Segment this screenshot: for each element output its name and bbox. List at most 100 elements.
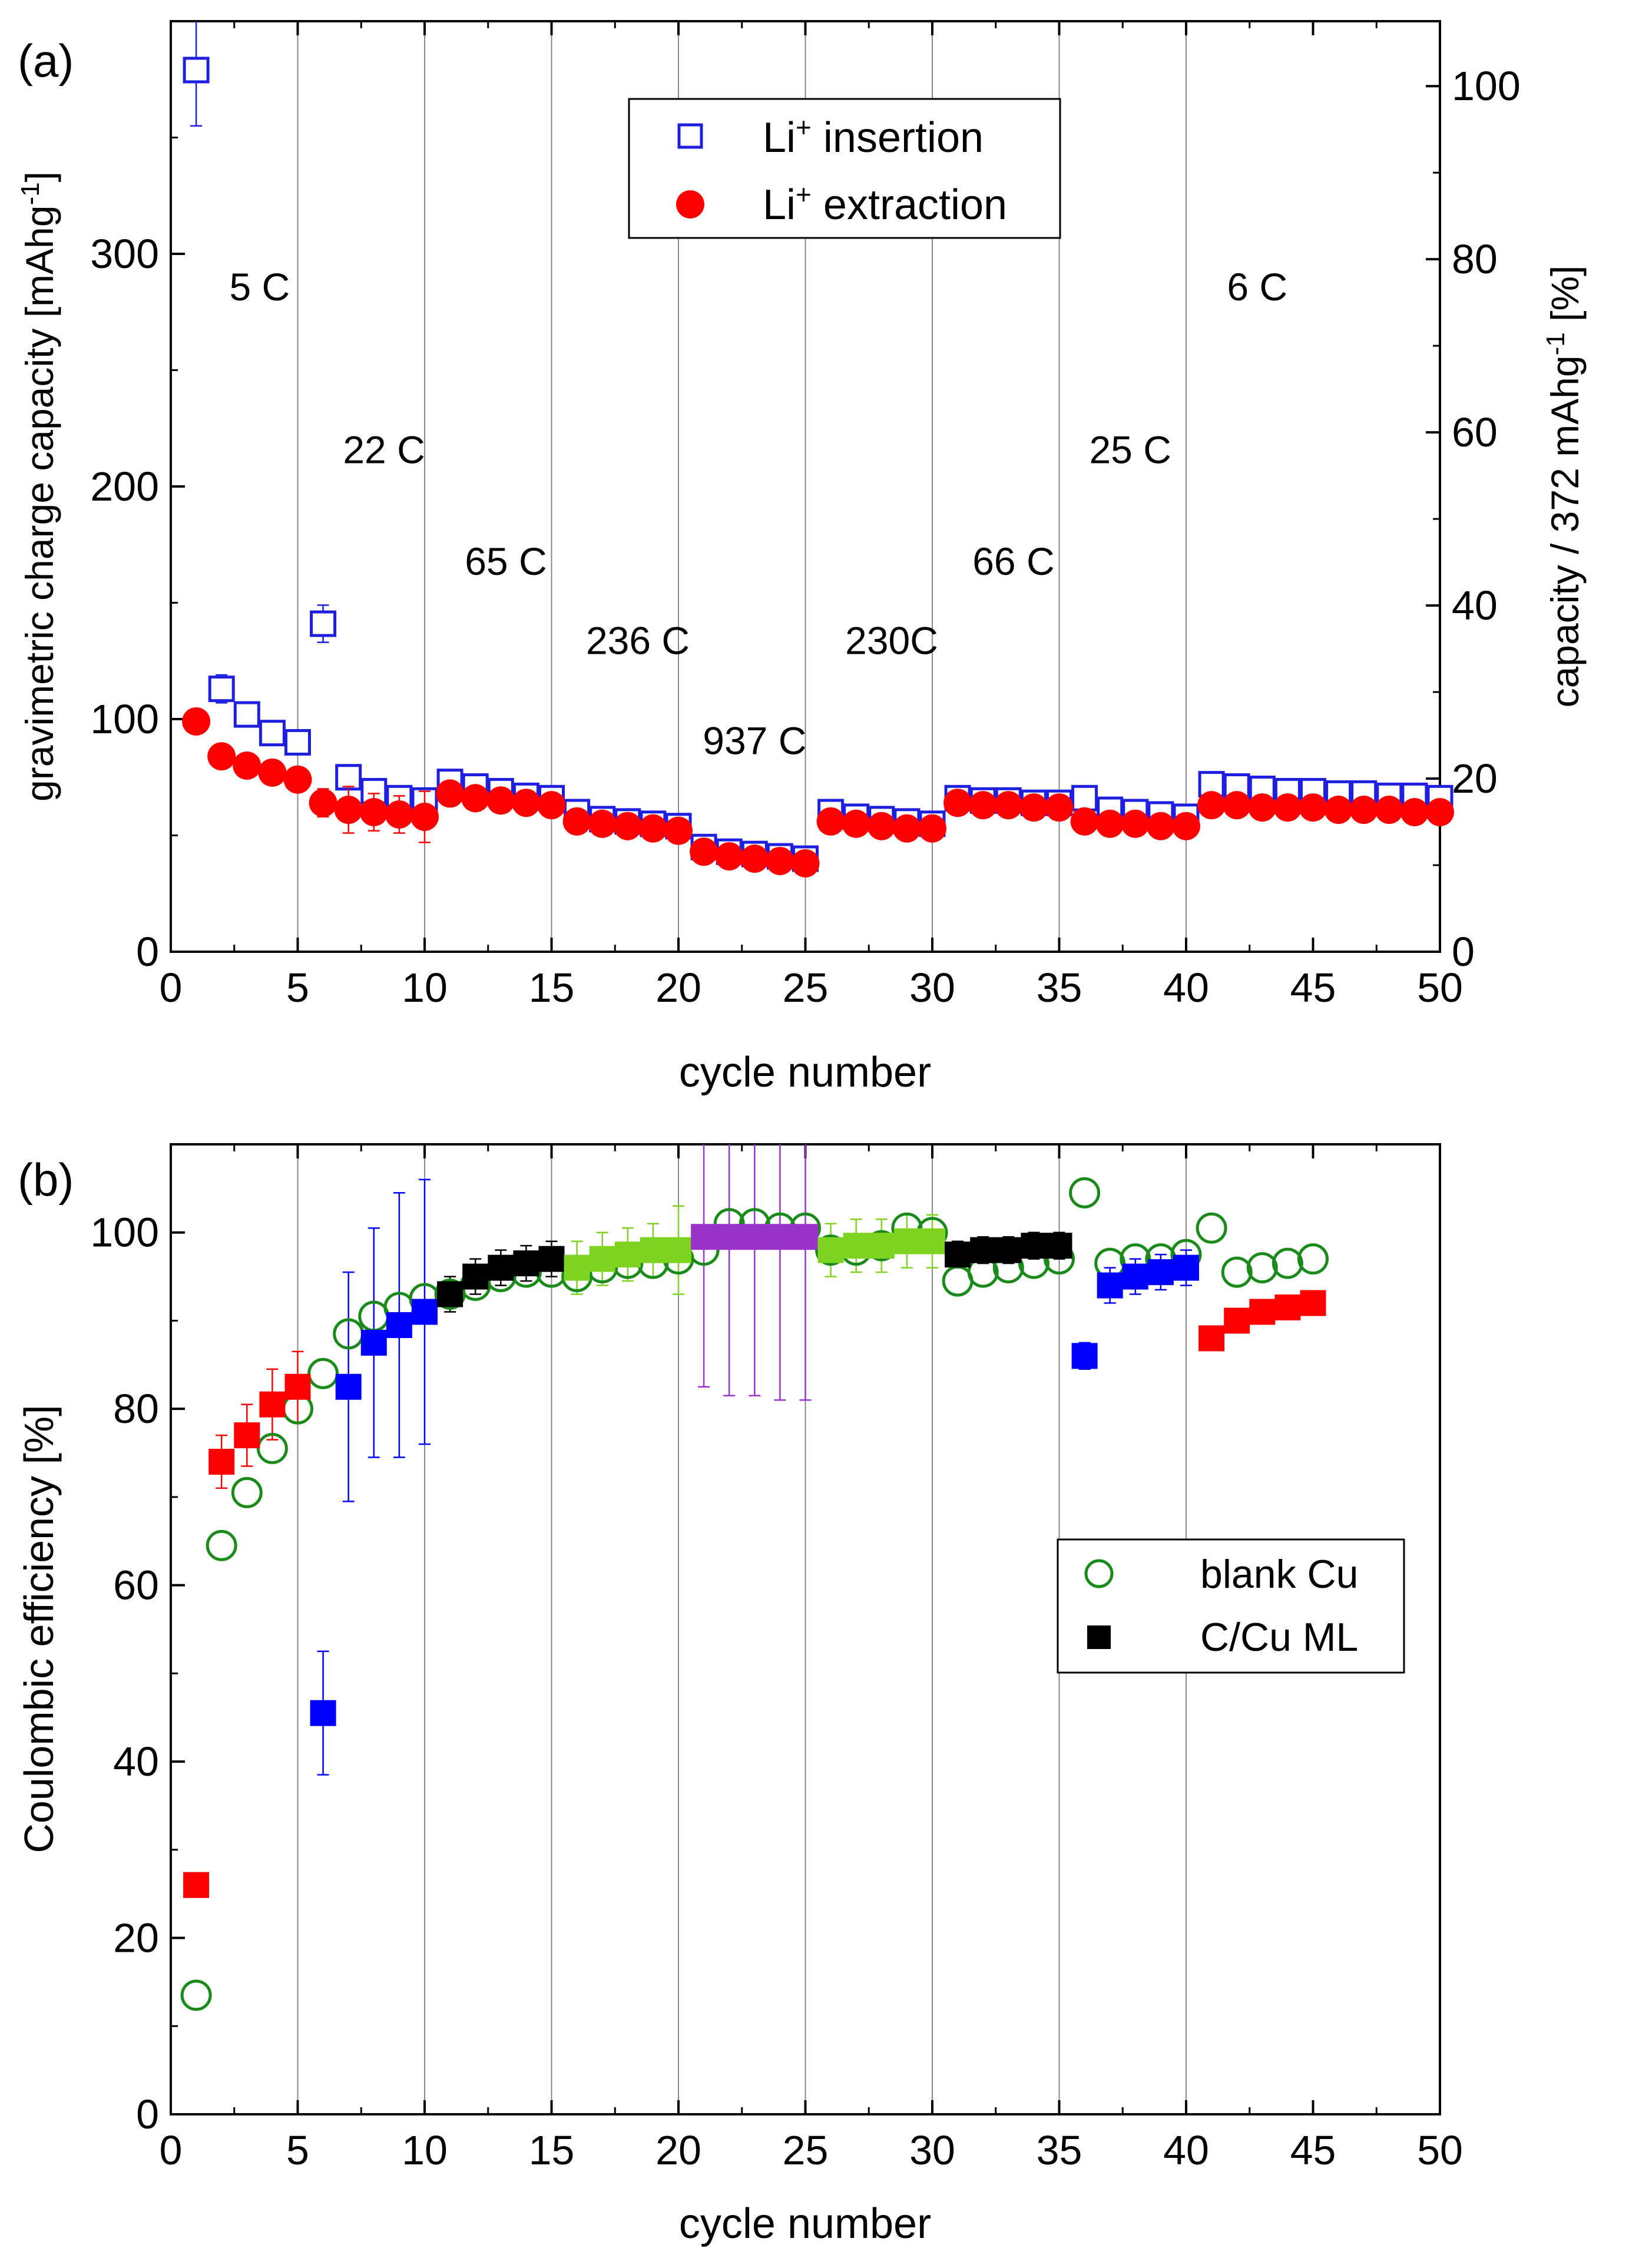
ccu-ml-point xyxy=(1173,1254,1199,1281)
ccu-ml-point xyxy=(1122,1263,1148,1290)
panel-b-xtick-label: 40 xyxy=(1163,2127,1209,2173)
ccu-ml-point xyxy=(970,1237,996,1263)
ccu-ml-point xyxy=(284,1373,311,1400)
panel-a-ytick-label: 300 xyxy=(90,231,159,277)
legend-extraction-label: Li+ extraction xyxy=(763,179,1007,229)
extraction-point xyxy=(1273,793,1302,822)
blank-cu-point xyxy=(1272,1247,1303,1279)
panel-b-xtick-label: 35 xyxy=(1037,2127,1082,2173)
legend-insertion-marker xyxy=(677,123,703,149)
ccu-ml-point xyxy=(792,1224,819,1250)
extraction-point xyxy=(1426,798,1454,826)
ccu-ml-point xyxy=(1147,1259,1174,1286)
ccu-ml-point xyxy=(208,1449,235,1475)
rate-label: 65 C xyxy=(465,539,547,583)
extraction-point xyxy=(283,765,312,794)
blank-cu-point xyxy=(1069,1177,1101,1209)
insertion-point xyxy=(208,676,235,703)
panel-a-xtick-label: 25 xyxy=(783,965,829,1011)
extraction-point xyxy=(791,849,820,878)
panel-a-legend-box xyxy=(628,98,1061,239)
extraction-point xyxy=(842,809,870,838)
ccu-ml-point xyxy=(919,1228,945,1254)
extraction-point xyxy=(588,809,617,838)
panel-b-xtick-label: 50 xyxy=(1417,2127,1463,2173)
panel-a-xtick-label: 45 xyxy=(1290,965,1336,1011)
rate-label: 6 C xyxy=(1227,265,1287,309)
ccu-ml-point xyxy=(614,1241,641,1268)
panel-a-xtick-label: 0 xyxy=(160,965,183,1011)
panel-b-xtick-label: 25 xyxy=(783,2127,829,2173)
panel-b-ytick-label: 100 xyxy=(90,1210,159,1256)
extraction-point xyxy=(1375,796,1403,825)
extraction-point xyxy=(766,846,794,875)
extraction-point xyxy=(1019,793,1048,822)
panel-b-xtick-label: 5 xyxy=(286,2127,309,2173)
extraction-point xyxy=(359,798,388,826)
panel-a-xtick-label: 5 xyxy=(286,965,309,1011)
extraction-point xyxy=(740,845,769,873)
extraction-point xyxy=(690,837,719,866)
rate-label: 937 C xyxy=(703,719,806,762)
extraction-point xyxy=(715,842,744,871)
panel-a-y2tick-label: 20 xyxy=(1452,756,1498,802)
ccu-ml-point xyxy=(183,1872,210,1898)
ccu-ml-point xyxy=(1300,1290,1326,1316)
extraction-point xyxy=(969,791,998,820)
ccu-ml-point xyxy=(437,1281,463,1307)
panel-a-ytick-label: 200 xyxy=(90,463,159,509)
legend-ccu-ml-marker xyxy=(1087,1625,1111,1649)
extraction-point xyxy=(1197,791,1226,820)
legend-extraction-marker xyxy=(676,190,704,218)
panel-b-ytick-label: 20 xyxy=(113,1915,159,1961)
ccu-ml-point xyxy=(767,1224,793,1250)
panel-a-label: (a) xyxy=(18,35,74,87)
ccu-ml-point xyxy=(488,1254,514,1281)
panel-a-xtick-label: 50 xyxy=(1417,965,1463,1011)
panel-a-y2label: capacity / 372 mAhg-1 [%] xyxy=(1541,266,1587,708)
panel-b-xtick-label: 0 xyxy=(160,2127,183,2173)
extraction-point xyxy=(613,812,642,840)
extraction-point xyxy=(334,796,363,825)
ccu-ml-point xyxy=(716,1224,743,1250)
ccu-ml-point xyxy=(538,1246,565,1272)
panel-b-ytick-label: 40 xyxy=(113,1739,159,1784)
ccu-ml-point xyxy=(1198,1325,1225,1352)
panel-a-xtick-label: 35 xyxy=(1037,965,1082,1011)
rate-label: 230C xyxy=(845,618,938,662)
extraction-point xyxy=(537,791,566,820)
extraction-point xyxy=(233,751,261,780)
extraction-point xyxy=(1400,798,1429,826)
extraction-point xyxy=(436,779,465,808)
panel-b-ytick-label: 0 xyxy=(136,2091,159,2137)
extraction-point xyxy=(182,707,211,736)
ccu-ml-point xyxy=(1021,1233,1047,1259)
extraction-point xyxy=(207,742,236,771)
extraction-point xyxy=(461,784,490,813)
rate-label: 22 C xyxy=(343,428,425,472)
extraction-point xyxy=(918,814,946,843)
blank-cu-point xyxy=(180,1979,212,2011)
insertion-point xyxy=(183,57,210,84)
panel-a-xtick-label: 15 xyxy=(529,965,575,1011)
extraction-point xyxy=(638,814,667,843)
panel-a-y2tick-label: 60 xyxy=(1452,409,1498,455)
ccu-ml-point xyxy=(259,1391,286,1418)
panel-b-xtick-label: 45 xyxy=(1290,2127,1336,2173)
ccu-ml-point xyxy=(513,1250,539,1277)
blank-cu-point xyxy=(231,1476,263,1508)
panel-b-xlabel: cycle number xyxy=(679,2200,931,2247)
extraction-point xyxy=(816,807,845,836)
extraction-point xyxy=(1121,809,1150,838)
ccu-ml-point xyxy=(945,1241,971,1268)
ccu-ml-point xyxy=(564,1254,590,1281)
insertion-point xyxy=(1071,784,1098,812)
extraction-point xyxy=(892,814,921,843)
extraction-point xyxy=(1349,796,1378,825)
extraction-point xyxy=(943,789,972,817)
ccu-ml-point xyxy=(360,1329,387,1356)
extraction-point xyxy=(309,789,337,817)
panel-b-ylabel: Coulombic efficiency [%] xyxy=(16,1405,62,1853)
ccu-ml-point xyxy=(1249,1299,1276,1325)
